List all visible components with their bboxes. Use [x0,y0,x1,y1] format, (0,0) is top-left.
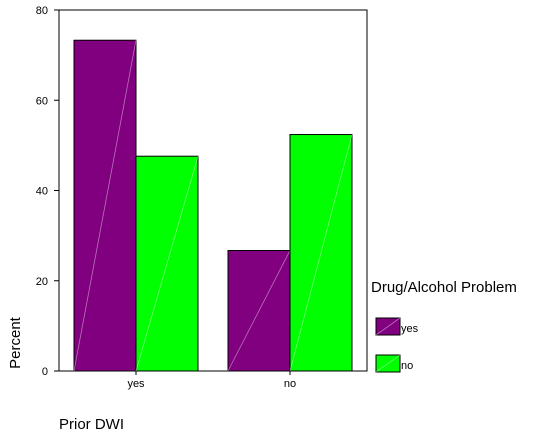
legend-swatch-sheen [375,354,401,373]
y-tick-label: 20 [36,276,48,288]
y-tick-label: 80 [36,5,48,17]
x-tick-label: yes [127,378,145,390]
legend: Drug/Alcohol Problem yes no [371,279,517,373]
y-tick-label: 60 [36,95,48,107]
y-tick-label: 0 [42,366,48,378]
bar-no-yes [227,250,291,372]
bar-yes-no [135,155,199,372]
bar-sheen-line [73,40,137,372]
legend-swatch-no [375,354,401,373]
x-axis-title: Prior DWI [59,416,124,433]
y-axis-title: Percent [7,316,24,369]
bar-yes-yes [73,39,137,372]
plot-area [58,9,368,372]
bar-no-no [289,134,353,372]
legend-swatch-sheen [375,317,401,336]
legend-title: Drug/Alcohol Problem [371,279,517,296]
legend-label-no: no [401,360,413,372]
y-tick-label: 40 [36,186,48,198]
y-axis-ticks: 0 20 40 60 80 [36,5,59,378]
x-tick-label: no [284,378,296,390]
legend-label-yes: yes [401,323,419,335]
x-axis-ticks: yes no [127,371,296,390]
bar-sheen-line [289,134,353,372]
legend-swatch-yes [375,317,401,336]
bar-sheen-line [227,250,291,372]
bar-sheen-line [135,156,199,372]
